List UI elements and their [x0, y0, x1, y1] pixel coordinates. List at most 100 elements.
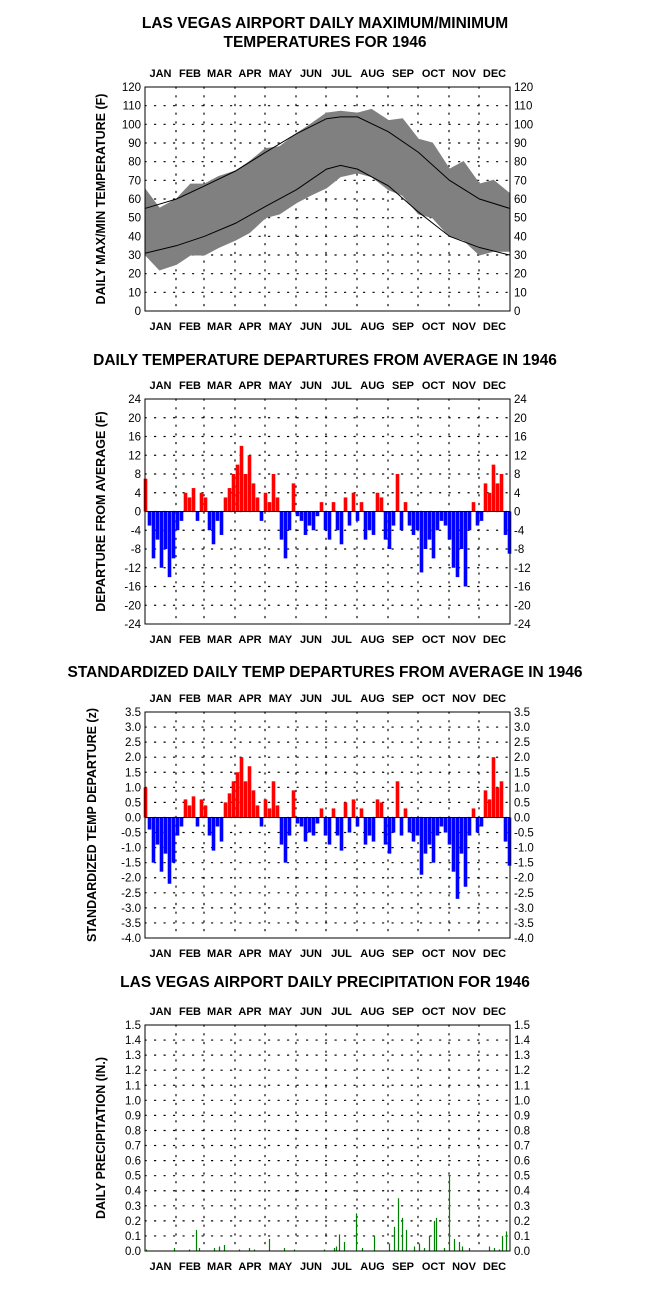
month-label-bottom: FEB — [179, 634, 201, 646]
data-bar — [191, 488, 196, 512]
data-bar — [231, 474, 236, 512]
month-label-bottom: SEP — [392, 634, 414, 646]
y-tick-label-left: 50 — [128, 213, 141, 225]
data-bar — [471, 502, 476, 512]
data-bar — [223, 1244, 226, 1251]
data-bar — [501, 1235, 504, 1251]
month-label-bottom: MAR — [207, 948, 232, 960]
data-bar — [335, 817, 340, 836]
data-bar — [335, 1246, 338, 1251]
chart-title-line-2: TEMPERATURES FOR 1946 — [223, 34, 427, 51]
y-tick-label-left: 1.3 — [125, 1050, 141, 1062]
data-bar — [295, 511, 300, 517]
data-bar — [439, 817, 444, 827]
data-bar — [487, 492, 492, 512]
data-bar — [351, 492, 356, 512]
data-bar — [333, 1247, 336, 1251]
month-label-bottom: NOV — [452, 321, 477, 333]
y-tick-label-right: -2.5 — [514, 888, 534, 900]
data-bar — [207, 511, 212, 531]
y-tick-label-right: 120 — [514, 82, 533, 94]
month-label-bottom: SEP — [392, 321, 414, 333]
data-bar — [351, 799, 356, 818]
month-label-top: JUL — [331, 68, 352, 80]
data-bar — [407, 817, 412, 833]
data-bar — [413, 1246, 416, 1251]
data-bar — [187, 497, 192, 512]
y-tick-label-right: 1.1 — [514, 1080, 530, 1092]
data-bar — [311, 817, 316, 836]
y-tick-label-left: 20 — [128, 413, 141, 425]
data-bar — [219, 817, 224, 842]
month-label-top: JUL — [331, 380, 352, 392]
month-label-top: MAR — [207, 380, 232, 392]
data-bar — [327, 817, 332, 845]
data-bar — [253, 1249, 256, 1251]
data-bar — [179, 511, 184, 521]
data-bar — [393, 1226, 396, 1251]
data-bar — [195, 817, 200, 827]
data-bar — [287, 817, 292, 836]
y-tick-label-left: 0.1 — [125, 1231, 141, 1243]
y-axis-label: DAILY PRECIPITATION (IN.) — [94, 1057, 108, 1219]
y-tick-label-left: 8 — [135, 469, 141, 481]
y-tick-label-right: 1.2 — [514, 1065, 530, 1077]
data-bar — [505, 1231, 508, 1251]
data-bar — [453, 1238, 456, 1251]
month-label-bottom: MAR — [207, 1261, 232, 1273]
data-bar — [211, 511, 216, 545]
data-bar — [299, 817, 304, 827]
data-bar — [428, 1235, 431, 1251]
data-bar — [331, 808, 336, 818]
data-bar — [373, 1235, 376, 1251]
data-bar — [183, 799, 188, 818]
month-label-bottom: OCT — [422, 321, 446, 333]
y-tick-label-right: 1.5 — [514, 1020, 530, 1032]
month-label-top: MAY — [269, 1006, 293, 1018]
y-tick-label-right: -16 — [514, 582, 531, 594]
data-bar — [267, 808, 272, 818]
month-label-bottom: DEC — [483, 948, 506, 960]
month-label-bottom: MAR — [207, 321, 232, 333]
data-bar — [503, 511, 508, 535]
month-label-bottom: OCT — [422, 948, 446, 960]
data-bar — [198, 1247, 201, 1251]
data-bar — [175, 511, 180, 531]
data-bar — [483, 483, 488, 512]
data-bar — [343, 802, 348, 818]
y-axis-label: DAILY MAX/MIN TEMPERATURE (F) — [94, 94, 108, 305]
data-bar — [323, 511, 328, 531]
month-label-bottom: JUN — [300, 634, 322, 646]
month-label-top: SEP — [392, 1006, 414, 1018]
data-bar — [435, 817, 440, 836]
month-label-bottom: APR — [238, 1261, 261, 1273]
data-bar — [145, 1249, 148, 1251]
y-tick-label-right: 1.5 — [514, 767, 530, 779]
y-tick-label-right: 0.8 — [514, 1125, 530, 1137]
month-label-bottom: APR — [238, 634, 261, 646]
month-label-bottom: APR — [238, 948, 261, 960]
month-label-top: APR — [238, 1006, 261, 1018]
y-tick-label-right: 0.9 — [514, 1110, 530, 1122]
data-bar — [455, 511, 460, 578]
y-tick-label-right: -2.0 — [514, 873, 534, 885]
y-tick-label-left: -2.5 — [121, 888, 141, 900]
data-bar — [167, 511, 172, 578]
normal-max-line — [145, 116, 510, 209]
month-label-top: FEB — [179, 693, 201, 705]
data-bar — [151, 817, 156, 863]
chart-title-departures: DAILY TEMPERATURE DEPARTURES FROM AVERAG… — [93, 352, 557, 369]
data-bar — [159, 817, 164, 872]
data-bar — [239, 445, 244, 512]
y-axis-label: STANDARDIZED TEMP DEPARTURE (z) — [85, 708, 99, 942]
y-tick-label-right: 4 — [514, 488, 521, 500]
data-bar — [279, 817, 284, 845]
month-label-bottom: JAN — [149, 1261, 171, 1273]
month-label-bottom: JUL — [331, 948, 352, 960]
data-bar — [173, 1247, 176, 1251]
normal-min-line — [145, 164, 510, 256]
y-tick-label-right: 90 — [514, 138, 527, 150]
data-bar — [475, 817, 480, 833]
y-tick-label-right: 0.0 — [514, 1246, 530, 1258]
month-label-top: APR — [238, 693, 261, 705]
